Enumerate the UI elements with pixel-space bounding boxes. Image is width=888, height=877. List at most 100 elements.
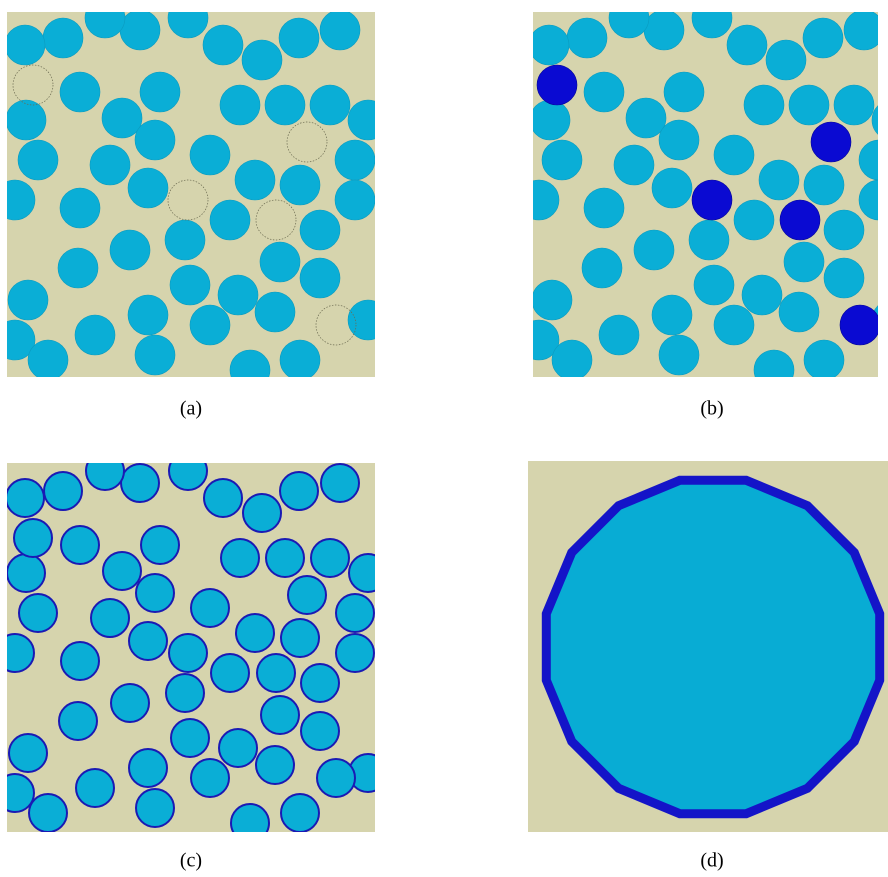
fibre xyxy=(86,452,124,490)
fibre xyxy=(0,634,34,672)
fibre xyxy=(43,18,83,58)
fibre xyxy=(694,265,734,305)
fibre xyxy=(0,774,34,812)
fibre xyxy=(235,160,275,200)
fibre xyxy=(61,526,99,564)
fibre xyxy=(692,0,732,38)
fibre xyxy=(714,135,754,175)
fibre xyxy=(689,220,729,260)
fibre xyxy=(171,719,209,757)
fibre xyxy=(191,759,229,797)
fibre xyxy=(6,100,46,140)
fibre xyxy=(8,280,48,320)
fibre xyxy=(634,230,674,270)
fibre xyxy=(335,180,375,220)
fibre xyxy=(29,794,67,832)
fibre xyxy=(804,165,844,205)
fibre xyxy=(714,305,754,345)
fibre xyxy=(584,188,624,228)
fibre xyxy=(265,85,305,125)
fibre xyxy=(803,18,843,58)
fibre xyxy=(44,472,82,510)
fibre xyxy=(727,25,767,65)
fibre-mesh xyxy=(546,480,879,813)
figure: (a) (b) (c) (d) xyxy=(0,0,888,877)
fibre xyxy=(60,72,100,112)
fibre xyxy=(140,72,180,112)
new-fibre xyxy=(692,180,732,220)
fibre xyxy=(261,696,299,734)
fibre xyxy=(231,804,269,842)
fibre xyxy=(317,759,355,797)
fibre xyxy=(255,292,295,332)
fibre xyxy=(165,220,205,260)
fibre xyxy=(824,258,864,298)
fibre xyxy=(256,746,294,784)
fibre xyxy=(19,594,57,632)
new-fibre xyxy=(811,122,851,162)
fibre xyxy=(135,120,175,160)
fibre xyxy=(128,295,168,335)
fibre xyxy=(567,18,607,58)
fibre xyxy=(659,120,699,160)
panel-b xyxy=(519,0,888,390)
fibre xyxy=(530,100,570,140)
fibre xyxy=(766,40,806,80)
fibre xyxy=(310,85,350,125)
fibre xyxy=(230,350,270,390)
caption: (d) xyxy=(700,850,723,872)
fibre xyxy=(18,140,58,180)
fibre xyxy=(169,452,207,490)
fibre xyxy=(301,664,339,702)
fibre xyxy=(210,200,250,240)
fibre xyxy=(136,574,174,612)
fibre xyxy=(652,168,692,208)
fibre xyxy=(60,188,100,228)
fibre xyxy=(844,10,884,50)
fibre xyxy=(742,275,782,315)
fibre xyxy=(103,552,141,590)
fibre xyxy=(759,160,799,200)
caption: (b) xyxy=(700,398,723,420)
fibre xyxy=(190,135,230,175)
fibre xyxy=(519,180,559,220)
fibre xyxy=(6,479,44,517)
fibre xyxy=(280,472,318,510)
fibre xyxy=(644,10,684,50)
fibre xyxy=(61,642,99,680)
fibre xyxy=(218,275,258,315)
fibre xyxy=(59,702,97,740)
fibre xyxy=(281,619,319,657)
fibre xyxy=(166,674,204,712)
fibre xyxy=(348,100,388,140)
fibre xyxy=(257,654,295,692)
fibre xyxy=(288,576,326,614)
fibre xyxy=(102,98,142,138)
fibre xyxy=(834,85,874,125)
fibre xyxy=(664,72,704,112)
fibre xyxy=(220,85,260,125)
fibre xyxy=(784,242,824,282)
panel-c xyxy=(0,452,387,842)
fibre xyxy=(609,0,649,38)
fibre xyxy=(129,749,167,787)
caption: (c) xyxy=(180,850,202,872)
fibre xyxy=(128,168,168,208)
fibre xyxy=(336,594,374,632)
fibre xyxy=(141,526,179,564)
fibre xyxy=(584,72,624,112)
fibre xyxy=(135,335,175,375)
new-fibre xyxy=(780,200,820,240)
fibre xyxy=(260,242,300,282)
fibre xyxy=(75,315,115,355)
fibre xyxy=(111,684,149,722)
fibre xyxy=(300,258,340,298)
fibre xyxy=(659,335,699,375)
fibre xyxy=(824,210,864,250)
fibre xyxy=(191,589,229,627)
fibre xyxy=(321,464,359,502)
fibre xyxy=(754,350,794,390)
fibre xyxy=(219,729,257,767)
panel-d xyxy=(528,461,888,832)
fibre xyxy=(529,25,569,65)
